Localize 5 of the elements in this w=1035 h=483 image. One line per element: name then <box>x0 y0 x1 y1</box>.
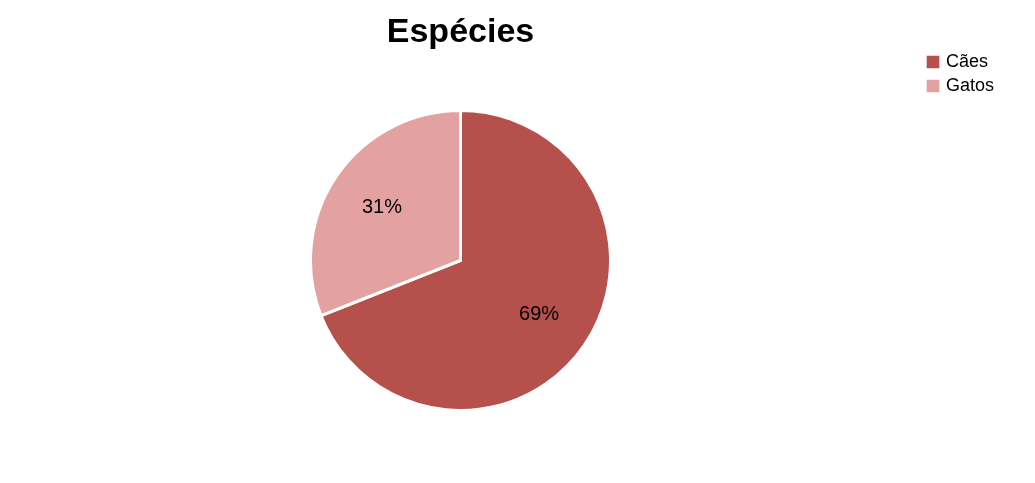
legend-label: Cães <box>946 51 989 71</box>
data-label: 31% <box>361 195 403 218</box>
legend-label: Gatos <box>946 75 995 95</box>
chart-title: Espécies <box>386 11 535 49</box>
data-label: 69% <box>519 301 560 324</box>
